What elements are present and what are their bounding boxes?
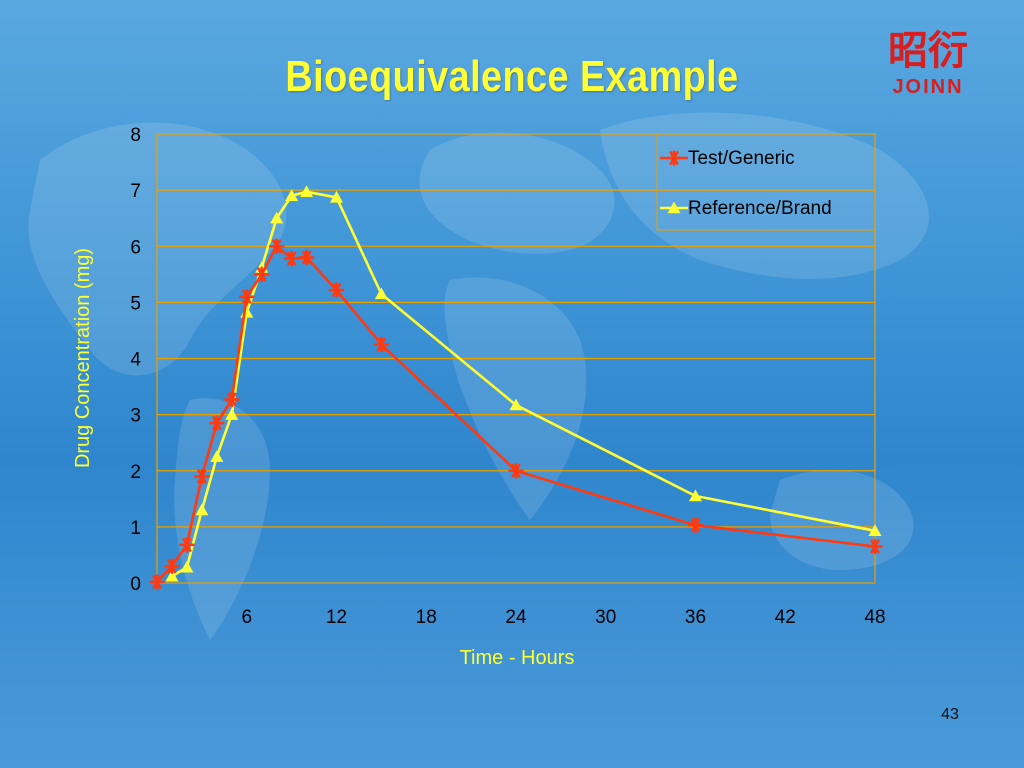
slide-title: Bioequivalence Example: [285, 52, 739, 101]
data-point: [285, 189, 299, 201]
legend-asterisk-icon: [666, 150, 682, 166]
data-point: [374, 287, 388, 300]
series-test-generic: [149, 238, 883, 590]
data-point: [687, 517, 704, 533]
data-point: [164, 558, 180, 574]
data-point: [300, 185, 314, 198]
y-tick-label: 4: [130, 350, 141, 371]
data-point: [209, 415, 225, 431]
x-tick-label: 12: [326, 607, 347, 628]
data-point: [149, 574, 165, 590]
data-point: [268, 238, 285, 255]
series-reference-brand: [165, 185, 882, 582]
y-tick-label: 0: [130, 574, 141, 595]
data-point: [283, 250, 300, 267]
y-tick-label: 2: [130, 462, 141, 483]
y-tick-label: 7: [130, 181, 141, 202]
data-point: [165, 569, 179, 582]
y-tick-labels: 0 1 2 3 4 5 6 7 8: [130, 125, 141, 595]
data-point: [508, 462, 524, 479]
y-tick-label: 3: [130, 406, 141, 427]
data-point: [270, 211, 284, 224]
x-tick-label: 42: [775, 607, 796, 628]
data-point: [509, 398, 523, 411]
x-tick-label: 48: [864, 607, 885, 628]
legend-triangle-icon: [667, 201, 681, 214]
legend-box: [656, 133, 876, 231]
joinn-logo: 昭衍: [888, 28, 968, 74]
data-point: [240, 305, 254, 318]
data-point: [868, 524, 882, 537]
x-tick-label: 6: [241, 607, 252, 628]
x-tick-label: 18: [416, 607, 437, 628]
data-point: [373, 336, 390, 353]
x-tick-labels: 6 12 18 24 30 36 42 48: [241, 607, 885, 628]
data-point: [179, 537, 195, 553]
legend: Test/Generic Reference/Brand: [656, 133, 876, 231]
data-point: [328, 282, 345, 298]
legend-marker-reference: [667, 201, 681, 214]
data-point: [195, 503, 209, 516]
y-tick-label: 8: [130, 125, 141, 146]
x-tick-label: 36: [685, 607, 706, 628]
x-tick-label: 30: [595, 607, 616, 628]
x-tick-label: 24: [505, 607, 527, 628]
x-axis-label: Time - Hours: [460, 647, 575, 669]
y-axis-label: Drug Concentration (mg): [72, 248, 94, 468]
data-point: [253, 266, 270, 283]
data-point: [330, 190, 343, 203]
y-tick-label: 1: [130, 518, 141, 539]
data-point: [689, 489, 702, 502]
data-point: [867, 538, 883, 555]
data-point: [225, 408, 239, 420]
page-number: 43: [941, 706, 959, 723]
legend-marker-test: [666, 150, 682, 166]
series-line: [156, 244, 876, 583]
legend-label-reference: Reference/Brand: [688, 198, 832, 219]
data-point: [238, 288, 255, 305]
data-point: [180, 560, 194, 573]
data-point: [194, 468, 210, 485]
data-point: [223, 391, 240, 408]
data-point: [210, 450, 224, 462]
logo-text: JOINN: [892, 76, 964, 98]
data-point: [298, 249, 315, 266]
y-tick-label: 6: [130, 237, 141, 258]
series-layer: [149, 185, 883, 590]
legend-label-test: Test/Generic: [688, 148, 795, 169]
y-tick-label: 5: [130, 293, 141, 314]
logo-glyphs: 昭衍: [888, 28, 968, 74]
